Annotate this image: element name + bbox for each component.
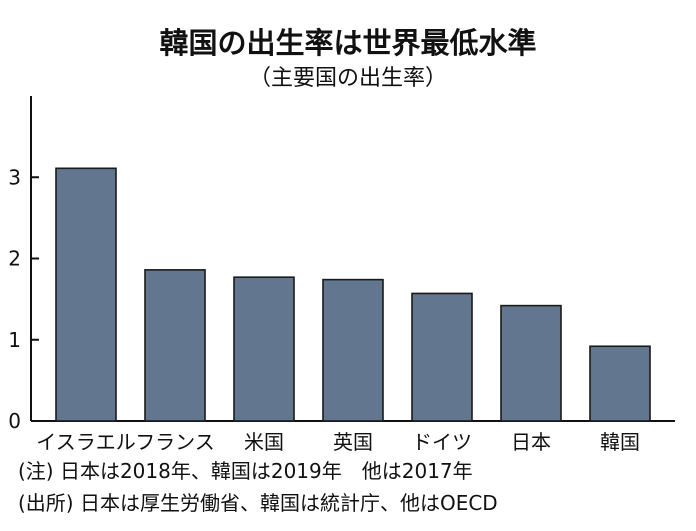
note-survey-year: (注) 日本は2018年、韓国は2019年 他は2017年 [18,459,473,483]
bar-5 [500,304,562,422]
note-data-source: (出所) 日本は厚生労働省、韓国は統計庁、他はOECD [18,491,498,515]
bar-4 [411,292,473,422]
y-tick-label-1: 1 [8,328,21,352]
bar-6 [589,345,651,422]
x-tick-label-6: 韓国 [600,430,640,454]
axis-layer: 0 1 2 3 [8,96,675,433]
x-tick-label-4: ドイツ [412,430,472,454]
bar-2 [233,276,295,422]
x-tick-label-3: 英国 [333,430,373,454]
bars-layer [55,167,651,422]
y-tick-label-0: 0 [8,409,21,433]
x-tick-label-0: イスラエル [36,430,135,454]
y-tick-label-2: 2 [8,247,21,271]
labels-layer: イスラエル フランス 米国 英国 ドイツ 日本 韓国 [36,430,640,454]
title-layer: 韓国の出生率は世界最低水準 （主要国の出生率） [159,26,536,91]
bar-1 [144,269,206,422]
x-tick-label-2: 米国 [244,430,284,454]
x-tick-label-5: 日本 [511,430,551,454]
y-tick-label-3: 3 [8,165,21,189]
chart-subtitle: （主要国の出生率） [249,66,447,91]
bar-3 [322,278,384,422]
bar-0 [55,167,117,422]
chart-title: 韓国の出生率は世界最低水準 [159,26,536,60]
x-tick-label-1: フランス [135,430,215,454]
